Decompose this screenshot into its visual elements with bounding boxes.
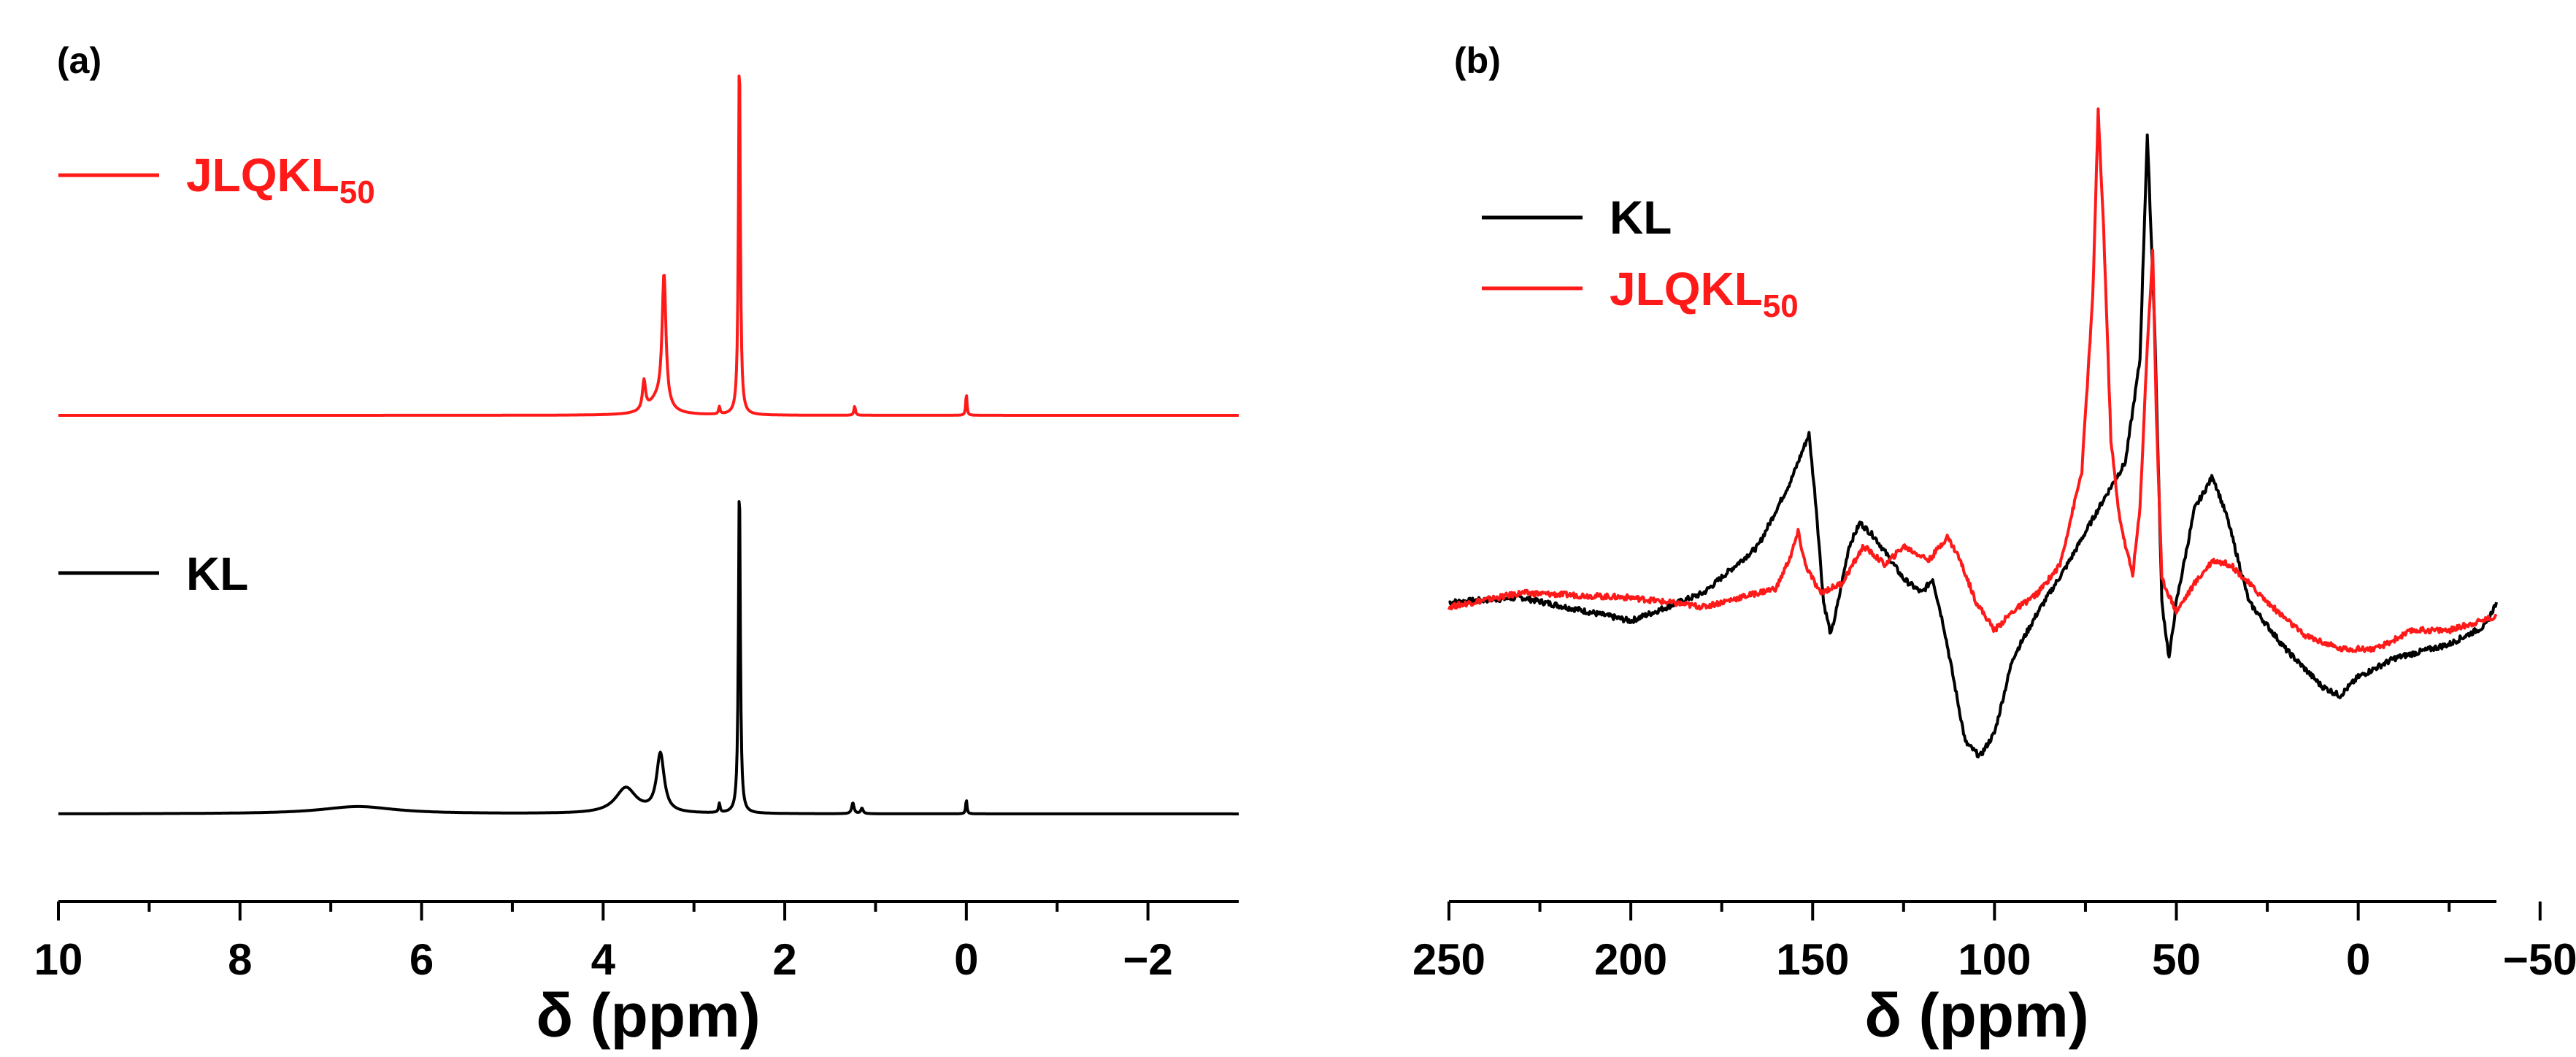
panel-b-nmr-spectrum: (b) 250 200 150 100 50 0 −50 δ (ppm) KL JLQKL5… <box>1412 40 2576 1050</box>
x-tick-label: 0 <box>2346 935 2370 984</box>
panel-a-label: (a) <box>57 40 101 81</box>
legend-label-kl: KL <box>1610 191 1672 244</box>
legend-item-kl: KL <box>58 547 248 600</box>
x-tick-label: 8 <box>228 935 252 984</box>
panel-b-traces <box>1447 107 2498 758</box>
series-line-jlqkl50 <box>1447 107 2498 653</box>
x-tick-label: 6 <box>410 935 434 984</box>
legend-label-kl: KL <box>186 547 248 600</box>
legend-label-jlqkl50: JLQKL50 <box>1610 263 1799 324</box>
panel-a-traces <box>57 74 1240 815</box>
x-tick-label: 100 <box>1958 935 2031 984</box>
x-tick-label: 50 <box>2152 935 2201 984</box>
panel-a-nmr-spectrum: (a) 10 8 6 4 2 0 −2 δ (ppm) JLQKL50 KL <box>34 40 1240 1050</box>
x-tick-label: 2 <box>772 935 796 984</box>
panel-b-x-axis-title: δ (ppm) <box>1864 981 2089 1050</box>
panel-b-label: (b) <box>1454 40 1501 81</box>
x-tick-label: 250 <box>1412 935 1485 984</box>
series-line-kl <box>57 500 1240 815</box>
x-tick-label: 10 <box>34 935 83 984</box>
legend-label-jlqkl50: JLQKL50 <box>186 149 375 210</box>
x-tick-label: 150 <box>1776 935 1849 984</box>
x-tick-label: 4 <box>591 935 616 984</box>
series-line-jlqkl50 <box>57 74 1240 417</box>
legend-item-kl: KL <box>1482 191 1672 244</box>
x-tick-label: 0 <box>954 935 978 984</box>
x-tick-label: −2 <box>1123 935 1172 984</box>
panel-b-x-ticks: 250 200 150 100 50 0 −50 <box>1412 902 2576 984</box>
legend-item-jlqkl50: JLQKL50 <box>1482 263 1799 324</box>
legend-item-jlqkl50: JLQKL50 <box>58 149 375 210</box>
panel-b-legend: KL JLQKL50 <box>1482 191 1799 324</box>
series-line-kl <box>1448 133 2498 758</box>
x-tick-label: −50 <box>2503 935 2576 984</box>
x-tick-label: 200 <box>1594 935 1667 984</box>
panel-a-x-ticks: 10 8 6 4 2 0 −2 <box>34 902 1173 984</box>
panel-a-legend: JLQKL50 KL <box>58 149 375 600</box>
panel-a-x-axis-title: δ (ppm) <box>536 981 761 1050</box>
